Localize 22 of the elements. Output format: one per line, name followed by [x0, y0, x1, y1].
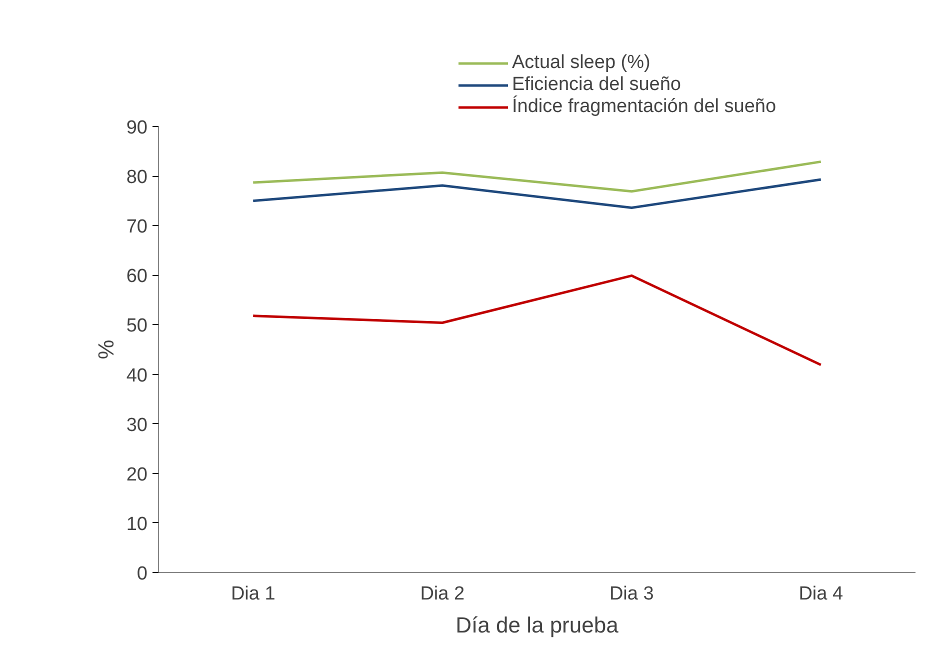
x-tick-label: Dia 2: [420, 584, 465, 604]
line-series: [252, 178, 822, 210]
y-tick-label: 50: [126, 316, 148, 337]
x-tick-label: Dia 4: [798, 584, 844, 604]
y-tick-label: 70: [126, 216, 148, 238]
y-tick-label: 0: [136, 564, 148, 584]
y-tick-label: 10: [126, 514, 148, 535]
legend-label: Actual sleep (%): [512, 52, 650, 74]
y-tick-label: 90: [126, 118, 148, 138]
x-axis-title: Día de la prueba: [456, 612, 620, 638]
y-tick-label: 60: [126, 266, 148, 288]
x-tick-label: Dia 1: [230, 584, 276, 604]
y-tick-label: 20: [126, 464, 148, 486]
y-tick-label: 40: [126, 365, 148, 386]
line-series: [252, 160, 822, 193]
line-series: [252, 274, 822, 366]
y-tick-label: 80: [126, 167, 148, 188]
x-tick-label: Dia 3: [609, 584, 654, 604]
y-tick-label: 30: [126, 414, 148, 436]
legend-label: Eficiencia del sueño: [512, 74, 681, 96]
legend-label: Índice fragmentación del sueño: [512, 96, 776, 118]
y-axis-title: %: [93, 340, 118, 360]
